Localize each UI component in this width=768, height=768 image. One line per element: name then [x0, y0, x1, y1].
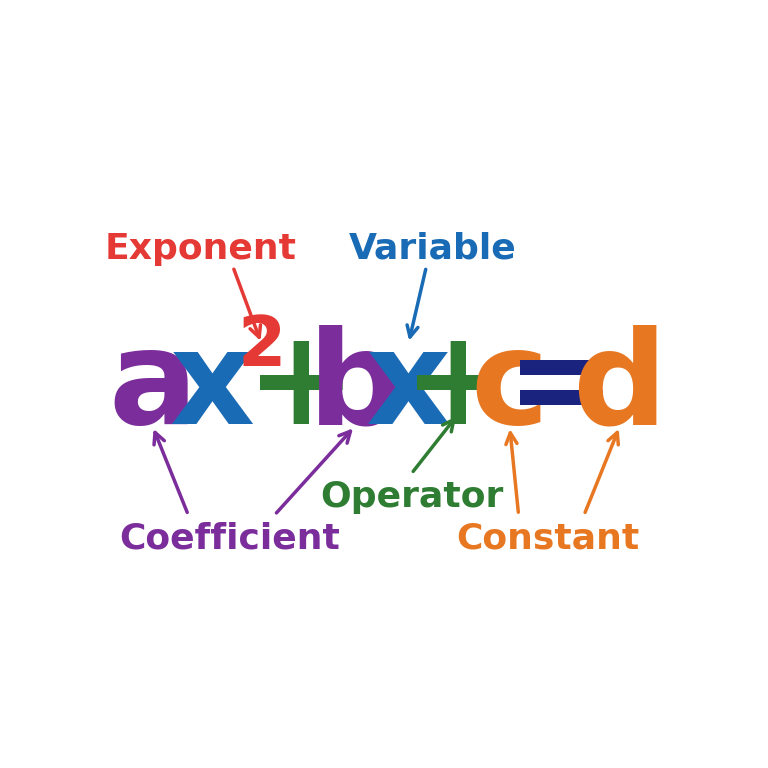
Text: +: +: [246, 324, 356, 452]
Text: Exponent: Exponent: [104, 232, 296, 266]
Text: Coefficient: Coefficient: [120, 521, 340, 555]
Text: x: x: [366, 324, 451, 452]
Text: Constant: Constant: [457, 521, 640, 555]
Text: b: b: [308, 324, 402, 452]
Text: x: x: [170, 324, 255, 452]
Text: c: c: [471, 324, 549, 452]
Text: d: d: [572, 324, 667, 452]
Text: 2: 2: [237, 313, 286, 380]
Text: Operator: Operator: [319, 480, 503, 515]
Text: =: =: [506, 324, 617, 452]
Text: Variable: Variable: [349, 232, 516, 266]
Text: +: +: [402, 324, 513, 452]
Text: a: a: [108, 324, 197, 452]
